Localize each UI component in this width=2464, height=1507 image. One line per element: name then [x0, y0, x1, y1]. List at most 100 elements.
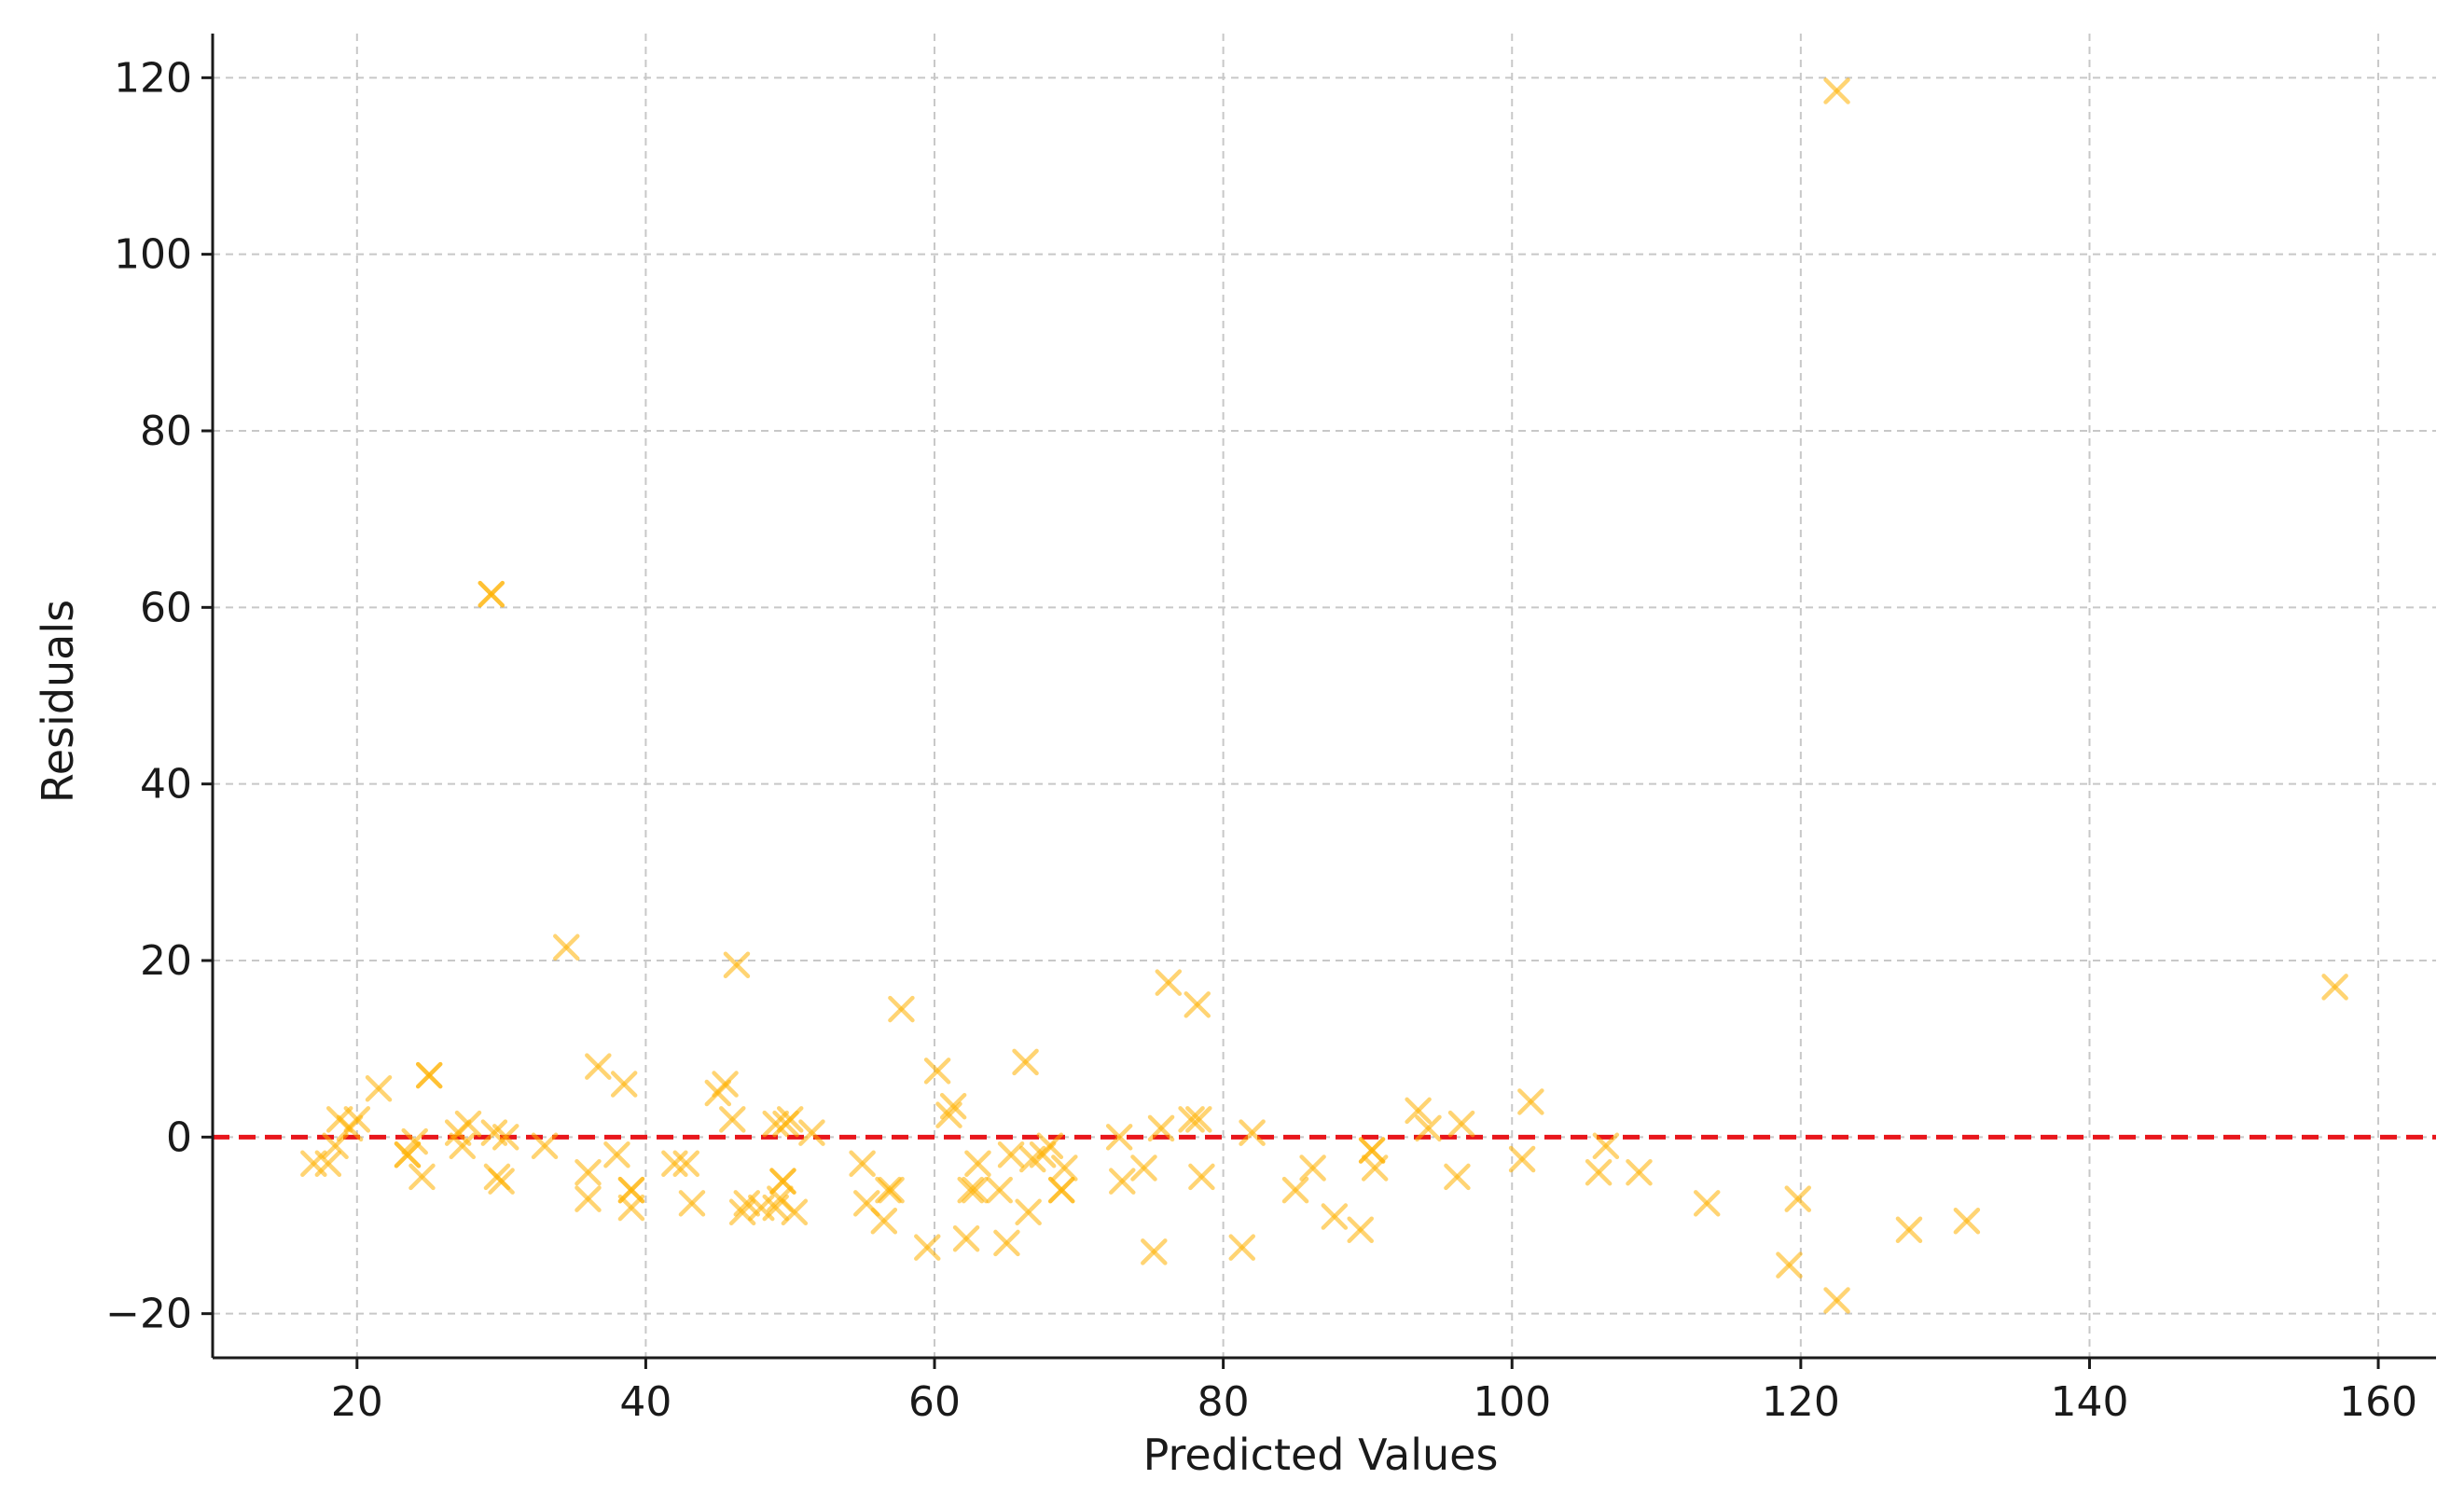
x-tick-label: 40	[619, 1378, 671, 1426]
y-tick-label: 20	[140, 937, 192, 985]
x-tick-label: 160	[2339, 1378, 2417, 1426]
scatter-point	[888, 995, 915, 1023]
scatter-point	[939, 1092, 967, 1120]
scatter-point	[1784, 1185, 1812, 1212]
scatter-point	[952, 1224, 980, 1252]
scatter-point	[415, 1061, 443, 1089]
x-tick-label: 120	[1762, 1378, 1840, 1426]
scatter-point	[914, 1234, 941, 1261]
scatter-point	[449, 1132, 477, 1160]
scatter-point	[733, 1190, 761, 1217]
scatter-point	[1299, 1154, 1326, 1182]
scatter-point	[1228, 1234, 1256, 1261]
scatter-point	[798, 1119, 825, 1146]
scatter-point	[1184, 991, 1211, 1018]
y-axis-label: Residuals	[33, 600, 83, 803]
scatter-point	[1036, 1132, 1064, 1160]
scatter-point	[322, 1132, 349, 1160]
scatter-point	[1592, 1132, 1620, 1160]
scatter-point	[610, 1071, 638, 1098]
y-tick-label: 60	[140, 584, 192, 631]
scatter-point	[1130, 1154, 1157, 1182]
scatter-point	[672, 1150, 700, 1177]
scatter-point	[776, 1106, 804, 1133]
scatter-point	[478, 580, 505, 608]
scatter-point	[1239, 1119, 1266, 1146]
scatter-point	[1105, 1124, 1133, 1151]
scatter-point	[343, 1106, 371, 1133]
scatter-point	[762, 1110, 789, 1138]
y-tick-label: 80	[140, 408, 192, 455]
scatter-point	[1693, 1190, 1721, 1217]
scatter-point	[314, 1150, 342, 1177]
tick-labels: 20 40 60 80 100 120 140 160 −20 0 20 40 60 80 100 120	[105, 54, 2417, 1426]
scatter-point	[488, 1168, 515, 1195]
scatter-point	[617, 1194, 645, 1222]
scatter-point	[574, 1158, 602, 1186]
x-tick-label: 20	[331, 1378, 383, 1426]
scatter-point	[1508, 1145, 1536, 1173]
scatter-point	[962, 1176, 989, 1204]
scatter-point	[769, 1168, 796, 1195]
scatter-point	[1823, 1287, 1850, 1314]
scatter-point	[723, 951, 751, 978]
scatter-point	[1517, 1088, 1544, 1115]
x-axis-label: Predicted Values	[1143, 1430, 1499, 1480]
scatter-point	[1776, 1251, 1803, 1279]
scatter-point	[1051, 1154, 1078, 1182]
scatter-point	[1405, 1097, 1432, 1125]
scatter-point	[1281, 1176, 1309, 1204]
scatter-point	[1444, 1163, 1471, 1191]
y-tick-label: 40	[140, 761, 192, 809]
scatter-point	[719, 1106, 746, 1133]
scatter-point	[1178, 1106, 1205, 1133]
scatter-point	[408, 1163, 436, 1191]
y-tick-label: 100	[114, 231, 192, 279]
scatter-point	[1012, 1048, 1039, 1076]
scatter-point	[1141, 1238, 1168, 1265]
scatter-point	[1109, 1168, 1136, 1195]
scatter-point	[574, 1185, 602, 1212]
scatter-point	[1415, 1114, 1442, 1142]
scatter-point	[1015, 1198, 1042, 1226]
scatter-point	[712, 1071, 739, 1098]
y-tick-label: 0	[166, 1113, 192, 1161]
scatter-point	[1953, 1208, 1981, 1235]
scatter-point	[986, 1176, 1013, 1204]
scatter-point	[2321, 974, 2348, 1001]
scatter-point	[957, 1176, 984, 1204]
scatter-point	[531, 1132, 559, 1160]
scatter-point	[1155, 969, 1183, 996]
scatter-point	[781, 1198, 809, 1226]
scatter-point	[1347, 1216, 1374, 1243]
scatter-point	[1823, 77, 1850, 104]
scatter-point	[365, 1075, 393, 1102]
scatter-point	[1048, 1176, 1075, 1204]
scatter-point	[993, 1229, 1020, 1257]
scatter-point	[454, 1110, 482, 1138]
y-tick-label: 120	[114, 54, 192, 102]
scatter-point	[849, 1150, 876, 1177]
y-tick-label: −20	[105, 1291, 192, 1338]
scatter-point	[1361, 1154, 1389, 1182]
scatter-point	[1185, 1106, 1212, 1133]
scatter-point	[997, 1141, 1025, 1168]
scatter-point	[492, 1124, 519, 1151]
scatter-point	[1188, 1163, 1215, 1191]
scatter-point	[1321, 1203, 1349, 1230]
scatter-point	[553, 933, 580, 961]
scatter-point	[923, 1058, 951, 1085]
scatter-point	[661, 1150, 688, 1177]
scatter-point	[1626, 1158, 1653, 1186]
scatter-points	[300, 77, 2348, 1314]
axes	[201, 34, 2436, 1369]
x-tick-label: 140	[2050, 1378, 2128, 1426]
scatter-point	[678, 1190, 706, 1217]
x-tick-label: 100	[1473, 1378, 1551, 1426]
grid	[213, 34, 2436, 1358]
scatter-point	[1895, 1216, 1923, 1243]
scatter-point	[870, 1208, 898, 1235]
x-tick-label: 60	[908, 1378, 961, 1426]
scatter-point	[585, 1053, 612, 1080]
